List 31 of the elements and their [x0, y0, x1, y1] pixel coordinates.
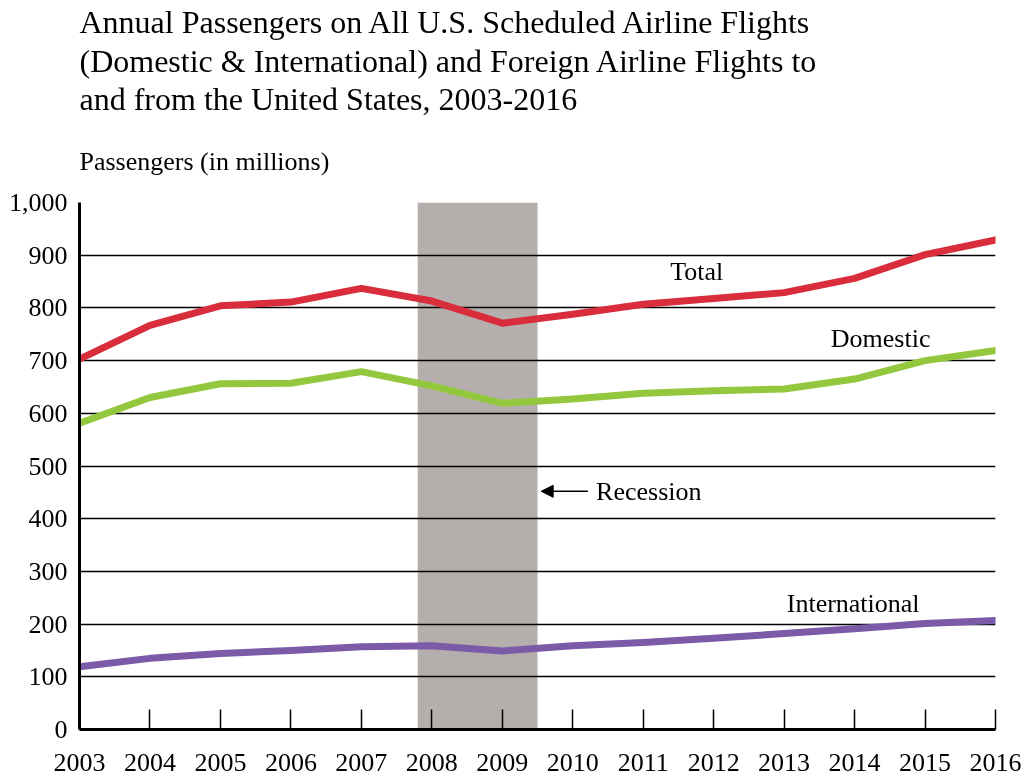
y-tick-label: 0	[54, 715, 68, 744]
x-tick-label: 2007	[335, 747, 388, 777]
series-label: International	[786, 589, 920, 619]
y-tick-label: 500	[28, 451, 68, 481]
x-tick-label: 2015	[899, 747, 952, 777]
chart-title: Annual Passengers on All U.S. Scheduled Airline Flights (Domestic & International) and Foreign Airline Flights to and from the United States, 2003-2016	[79, 3, 817, 118]
x-tick-label: 2012	[687, 747, 740, 777]
x-tick-label: 2003	[53, 747, 106, 777]
x-tick-label: 2016	[969, 747, 1022, 777]
x-tick-label: 2005	[194, 747, 247, 777]
x-tick-label: 2011	[617, 747, 669, 777]
y-axis-title: Passengers (in millions)	[79, 146, 330, 176]
x-tick-label: 2010	[546, 747, 599, 777]
y-tick-label: 200	[28, 609, 68, 639]
x-tick-label: 2004	[123, 747, 176, 777]
x-tick-label: 2008	[405, 747, 458, 777]
y-tick-label: 100	[28, 662, 68, 692]
y-tick-label: 400	[28, 504, 68, 534]
x-tick-label: 2013	[758, 747, 811, 777]
y-tick-label: 900	[28, 240, 68, 270]
y-tick-label: 1,000	[9, 188, 68, 217]
y-tick-label: 600	[28, 398, 68, 428]
series-label: Domestic	[830, 323, 931, 353]
y-tick-label: 700	[28, 346, 68, 376]
band-label: Recession	[596, 476, 702, 506]
x-tick-label: 2006	[264, 747, 317, 777]
x-tick-label: 2009	[476, 747, 529, 777]
series-label: Total	[670, 257, 724, 287]
y-tick-label: 300	[28, 556, 68, 586]
y-tick-label: 800	[28, 293, 68, 323]
x-tick-label: 2014	[828, 747, 881, 777]
